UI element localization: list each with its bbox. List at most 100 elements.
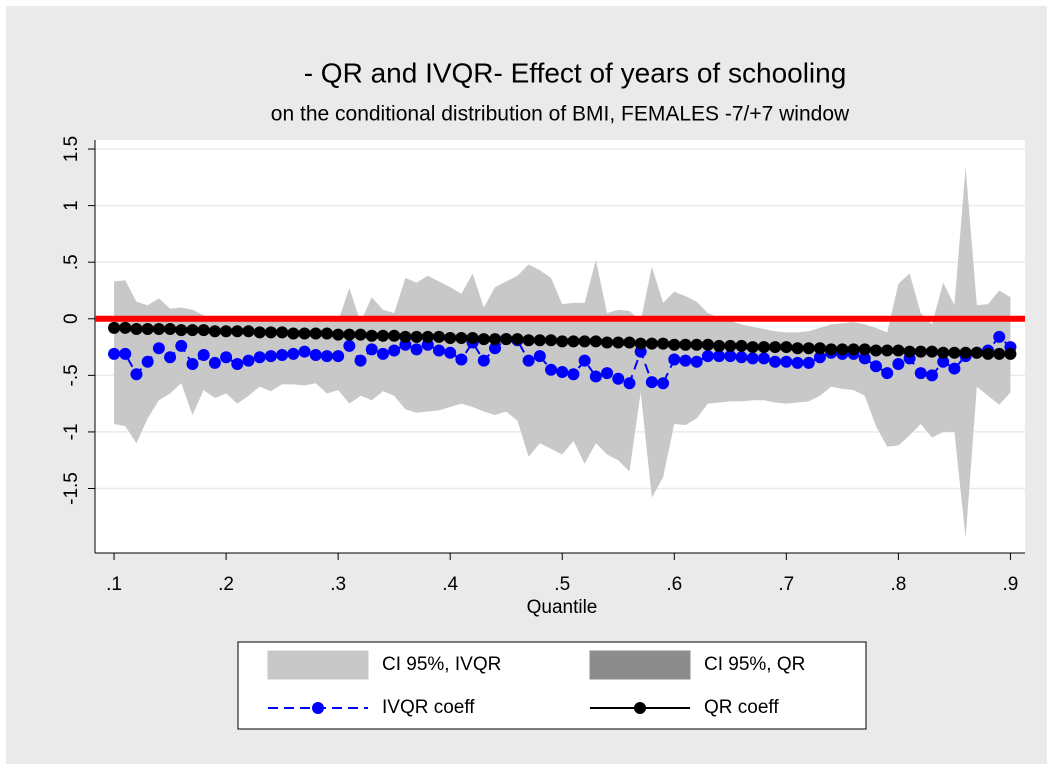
point [937, 346, 950, 359]
point [926, 369, 938, 382]
point [657, 377, 670, 390]
legend-swatch [267, 650, 369, 680]
point [399, 330, 412, 343]
legend-swatch [634, 702, 646, 714]
point [376, 347, 389, 360]
point [892, 358, 905, 371]
point [836, 343, 849, 356]
point [119, 321, 132, 334]
point [746, 341, 759, 354]
point [276, 348, 289, 361]
point [119, 347, 132, 360]
point [231, 358, 244, 371]
point [388, 344, 401, 357]
point [320, 327, 333, 340]
x-tick-label: .7 [778, 574, 794, 595]
point [735, 339, 748, 352]
legend-label: QR coeff [704, 697, 779, 718]
point [892, 344, 905, 357]
y-tick-label: 0 [61, 313, 82, 324]
point [881, 367, 894, 380]
point [813, 351, 826, 364]
point [164, 322, 177, 335]
point [511, 333, 524, 346]
point [522, 334, 535, 347]
point [410, 330, 423, 343]
point [589, 335, 602, 348]
point [489, 342, 502, 355]
legend-swatch [589, 650, 691, 680]
point [141, 322, 154, 335]
point [432, 344, 445, 357]
point [365, 343, 378, 356]
point [757, 341, 770, 354]
point [757, 352, 770, 365]
point [724, 339, 737, 352]
point [959, 346, 972, 359]
point [298, 345, 311, 358]
point [679, 354, 692, 367]
legend-label: CI 95%, QR [704, 654, 805, 675]
x-tick-label: .2 [218, 574, 234, 595]
point [343, 328, 356, 341]
point [477, 354, 490, 367]
point [455, 332, 468, 345]
point [601, 336, 614, 349]
x-tick-label: .1 [106, 574, 122, 595]
point [298, 327, 311, 340]
point [668, 338, 681, 351]
point [220, 351, 233, 364]
point [130, 322, 143, 335]
point [108, 347, 121, 360]
point [589, 370, 602, 383]
point [982, 347, 995, 360]
point [914, 345, 927, 358]
point [612, 372, 625, 385]
y-tick-label: -1.5 [61, 472, 82, 505]
point [253, 326, 266, 339]
point [332, 350, 345, 363]
point [791, 356, 804, 369]
point [466, 332, 479, 345]
point [713, 339, 726, 352]
point [197, 324, 210, 337]
point [545, 363, 558, 376]
point [858, 352, 871, 365]
point [724, 350, 737, 363]
point [533, 334, 546, 347]
point [365, 329, 378, 342]
point [645, 376, 658, 389]
point [208, 325, 221, 338]
x-tick-label: .8 [890, 574, 906, 595]
point [567, 335, 580, 348]
point [668, 353, 681, 366]
point [152, 322, 165, 335]
point [231, 325, 244, 338]
point [556, 335, 569, 348]
y-tick-label: .5 [61, 254, 82, 270]
point [320, 350, 333, 363]
point [264, 350, 277, 363]
point [410, 343, 423, 356]
point [690, 338, 703, 351]
point [276, 326, 289, 339]
x-tick-label: .9 [1003, 574, 1019, 595]
point [881, 344, 894, 357]
point [186, 358, 199, 371]
point [444, 332, 457, 345]
point [421, 330, 434, 343]
ci-band [114, 167, 1011, 539]
point [545, 334, 558, 347]
point [354, 328, 367, 341]
point [813, 342, 826, 355]
point [948, 362, 961, 375]
point [1004, 347, 1017, 360]
point [186, 324, 199, 337]
point [847, 343, 860, 356]
point [970, 346, 983, 359]
point [533, 350, 546, 363]
point [253, 351, 266, 364]
point [869, 344, 882, 357]
